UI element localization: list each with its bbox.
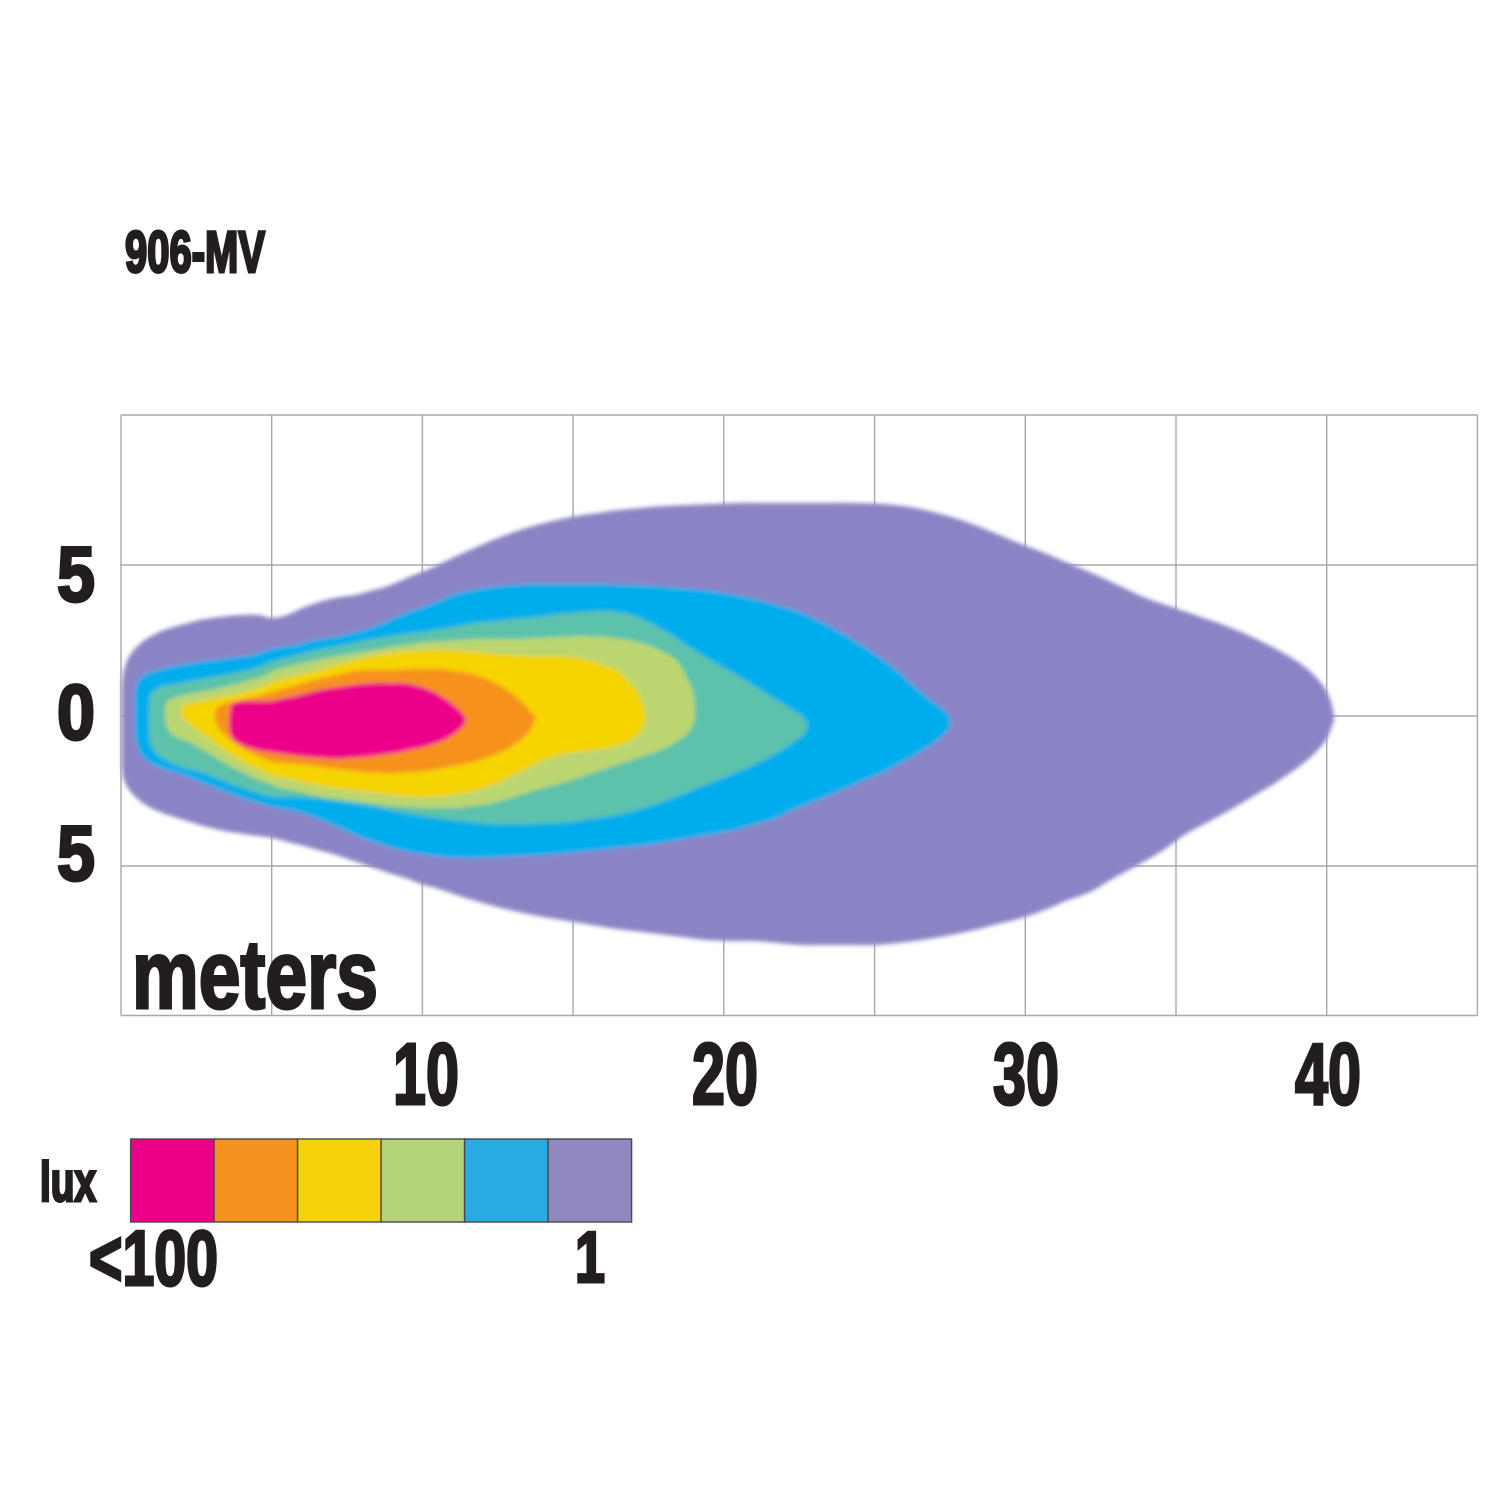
svg-text:5: 5 bbox=[57, 530, 95, 618]
svg-text:20: 20 bbox=[692, 1025, 758, 1123]
svg-text:5: 5 bbox=[57, 809, 95, 897]
svg-text:40: 40 bbox=[1295, 1025, 1361, 1123]
svg-text:lux: lux bbox=[40, 1150, 96, 1213]
svg-text:1: 1 bbox=[575, 1218, 605, 1298]
svg-text:906-MV: 906-MV bbox=[125, 220, 265, 285]
svg-text:0: 0 bbox=[57, 668, 95, 756]
svg-text:30: 30 bbox=[993, 1025, 1059, 1123]
svg-text:<100: <100 bbox=[89, 1214, 218, 1302]
svg-text:10: 10 bbox=[393, 1025, 459, 1123]
svg-text:meters: meters bbox=[132, 920, 378, 1029]
